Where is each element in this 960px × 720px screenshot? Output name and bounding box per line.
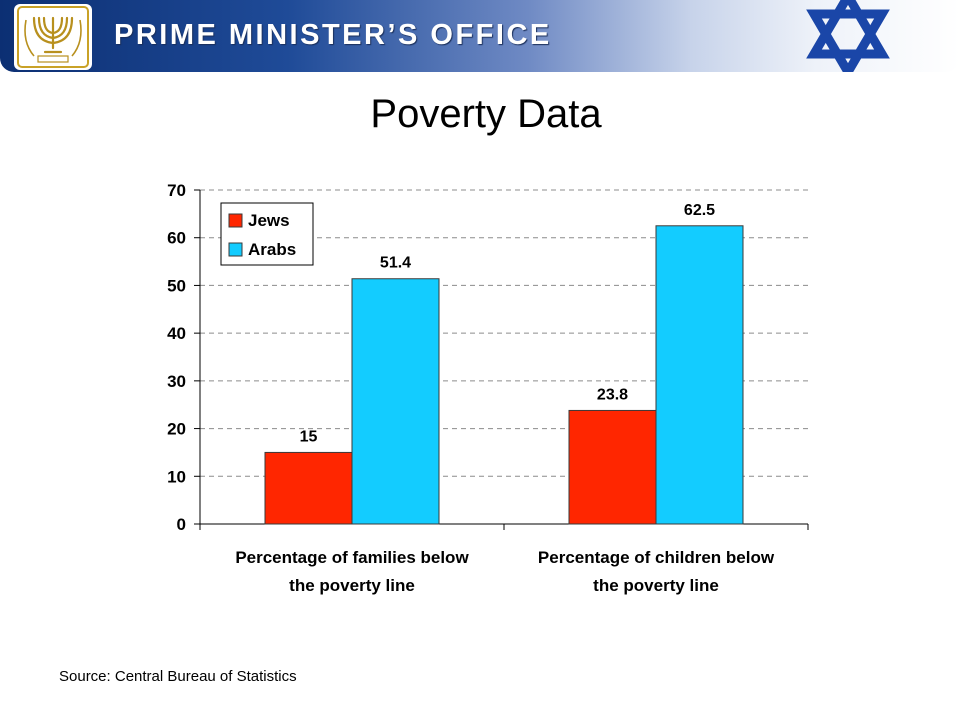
legend-swatch <box>228 242 243 257</box>
y-tick-label: 40 <box>167 324 186 343</box>
bar-jews <box>264 451 353 525</box>
category-label: Percentage of families below <box>235 548 469 567</box>
org-title: PRIME MINISTER’S OFFICE <box>114 19 552 51</box>
data-label: 51.4 <box>380 255 411 272</box>
bar-jews <box>568 409 657 525</box>
slide-title: Poverty Data <box>370 92 602 136</box>
y-tick-label: 10 <box>167 467 186 486</box>
category-label: the poverty line <box>593 576 719 595</box>
data-label: 62.5 <box>684 202 715 219</box>
y-tick-label: 60 <box>167 229 186 248</box>
y-tick-label: 70 <box>167 181 186 200</box>
data-label: 23.8 <box>597 386 628 403</box>
category-label: Percentage of children below <box>538 548 775 567</box>
star-of-david-icon <box>796 0 906 72</box>
y-tick-label: 50 <box>167 276 186 295</box>
legend-swatch <box>228 213 243 228</box>
bar-arabs <box>655 225 744 525</box>
menorah-emblem-icon <box>14 4 92 70</box>
category-label: the poverty line <box>289 576 415 595</box>
data-label: 15 <box>300 428 318 445</box>
source-note: Source: Central Bureau of Statistics <box>59 668 297 685</box>
legend-label: Arabs <box>248 240 296 259</box>
legend-label: Jews <box>248 211 290 230</box>
y-tick-label: 20 <box>167 420 186 439</box>
y-tick-label: 30 <box>167 372 186 391</box>
header-banner: PRIME MINISTER’S OFFICE <box>0 0 960 72</box>
y-tick-label: 0 <box>177 515 186 534</box>
bar-arabs <box>351 278 440 525</box>
